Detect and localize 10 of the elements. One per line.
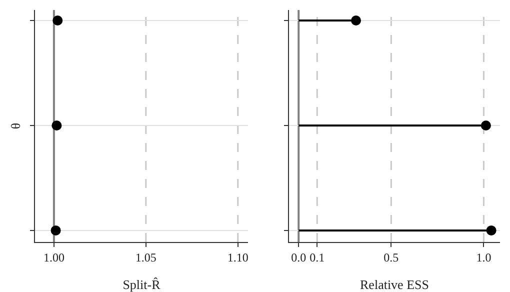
x-tick-label: 1.00 [43,250,64,264]
x-axis-title: Split-R̂ [122,276,161,292]
x-tick-label: 1.0 [476,250,492,264]
x-axis-title: Relative ESS [360,277,429,292]
x-tick-label: 1.05 [135,250,156,264]
x-tick-label: 1.10 [227,250,248,264]
x-tick-label: 0.0 [291,250,306,264]
x-tick-label: 0.5 [384,250,399,264]
y-axis-title: θ [8,122,23,130]
x-tick-label: 0.1 [310,250,325,264]
